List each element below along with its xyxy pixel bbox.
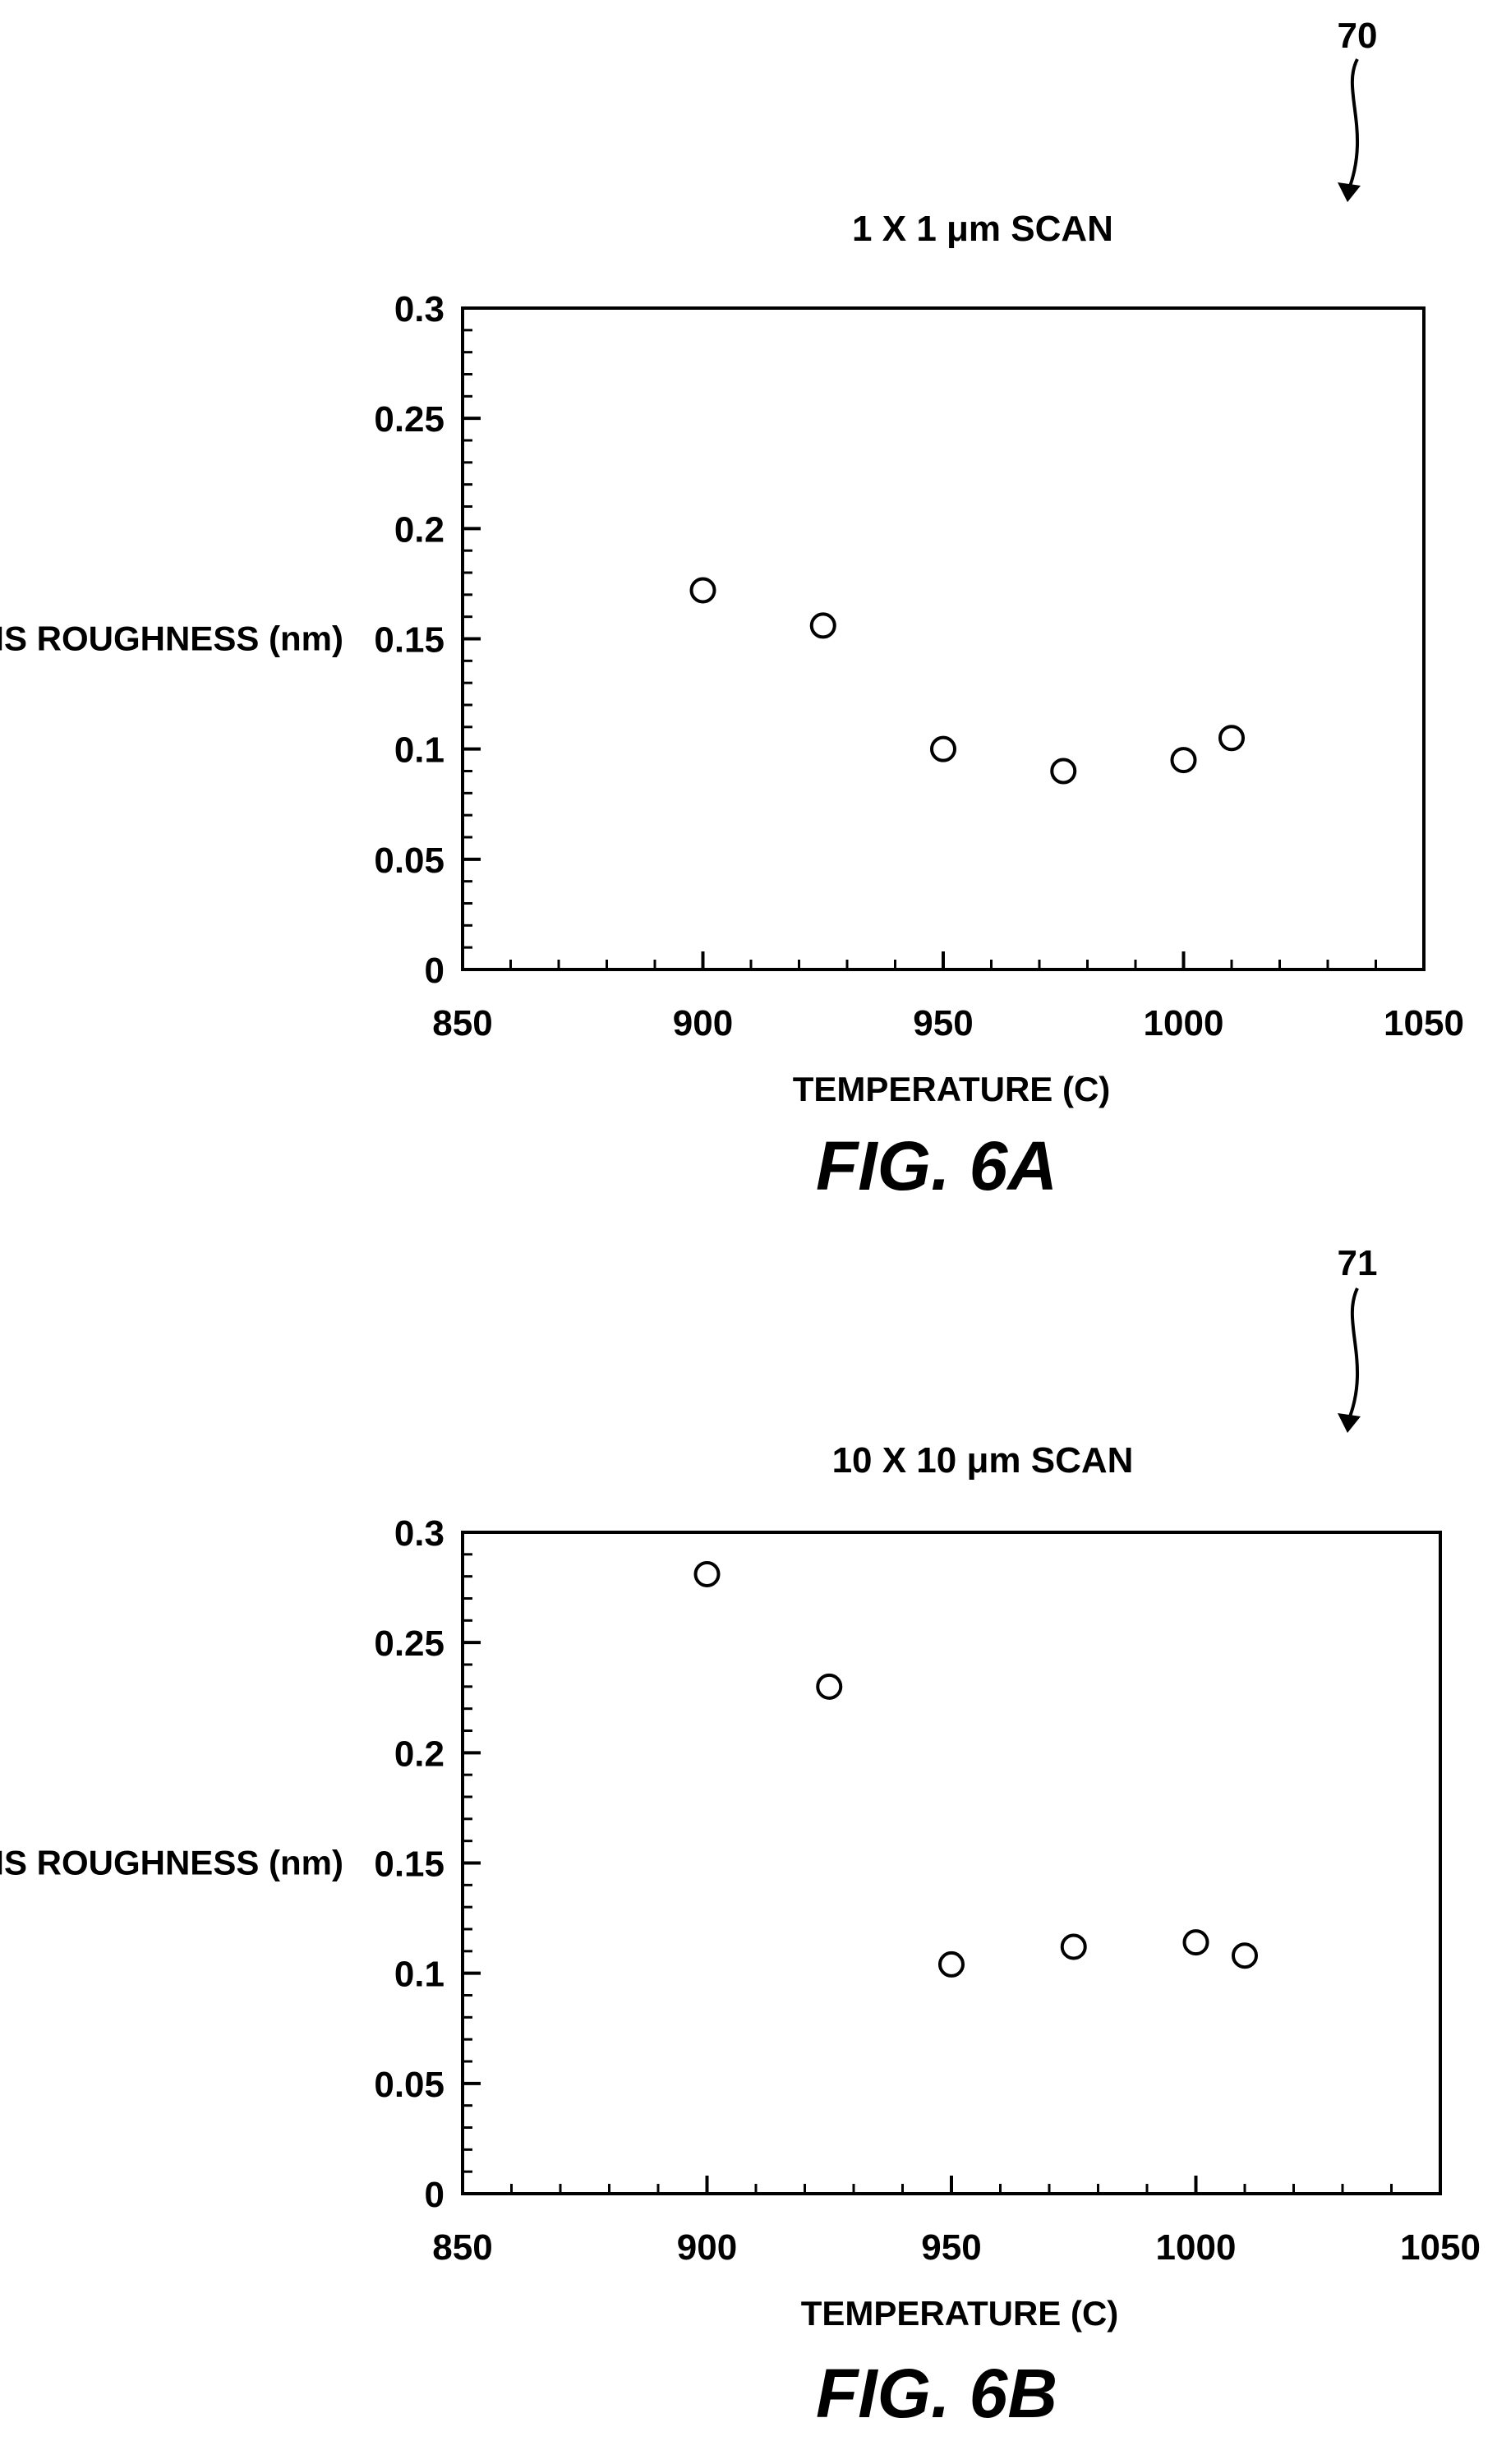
reference-arrow-head [1338, 1413, 1361, 1433]
data-point [1170, 747, 1197, 774]
y-tick-label: 0.15 [374, 1845, 444, 1885]
x-axis: 850 900 950 1000 1050 [432, 2176, 1481, 2268]
chart-title: 1 X 1 μm SCAN [852, 209, 1113, 249]
y-tick-label: 0.2 [394, 509, 444, 550]
x-tick-label: 850 [432, 2227, 492, 2268]
x-axis: 850 900 950 1000 1050 [432, 951, 1464, 1043]
y-tick-label: 0.1 [394, 730, 444, 771]
data-point [1060, 1933, 1087, 1960]
data-point [1050, 758, 1077, 785]
reference-arrow-line [1346, 1287, 1359, 1424]
reference-arrow-head [1338, 182, 1361, 202]
data-point [938, 1950, 965, 1978]
y-tick-label: 0.3 [394, 1513, 444, 1554]
data-point [1232, 1942, 1258, 1969]
data-point [1182, 1929, 1209, 1956]
data-point [930, 735, 956, 762]
y-tick-label: 0 [425, 2175, 444, 2215]
chart-2: 71 10 X 10 μm SCAN 0 0.05 0.1 0.15 0.2 0.25 0.… [0, 1243, 1481, 2432]
x-tick-label: 1000 [1144, 1003, 1224, 1043]
y-tick-label: 0.05 [374, 841, 444, 881]
y-axis: 0 0.05 0.1 0.15 0.2 0.25 0.3 [374, 1513, 481, 2215]
y-axis-title: RMS ROUGHNESS (nm) [0, 619, 343, 658]
x-tick-label: 950 [913, 1003, 973, 1043]
chart-1: 70 1 X 1 μm SCAN 00.050.10.150.20.250.3 … [0, 16, 1464, 1204]
chart-title: 10 X 10 μm SCAN [832, 1440, 1134, 1481]
y-tick-label: 0.25 [374, 399, 444, 440]
y-tick-label: 0.1 [394, 1955, 444, 1995]
reference-arrow-line [1346, 58, 1359, 194]
x-axis-title: TEMPERATURE (C) [801, 2294, 1119, 2333]
plot-area [461, 1531, 1442, 2195]
x-tick-label: 1050 [1400, 2227, 1481, 2268]
data-point [1218, 725, 1245, 752]
figure-caption: FIG. 6B [816, 2355, 1057, 2432]
x-tick-label: 850 [432, 1003, 492, 1043]
data-point [816, 1673, 843, 1700]
y-tick-label: 0 [425, 951, 444, 991]
data-point [809, 612, 836, 639]
y-tick-label: 0.2 [394, 1734, 444, 1774]
x-axis-title: TEMPERATURE (C) [793, 1070, 1111, 1108]
y-tick-label: 0.25 [374, 1623, 444, 1664]
x-tick-label: 1000 [1156, 2227, 1237, 2268]
x-tick-label: 950 [921, 2227, 981, 2268]
data-points [689, 577, 1245, 785]
reference-number: 71 [1338, 1243, 1378, 1283]
data-point [693, 1560, 721, 1587]
y-axis: 0 0.05 0.1 0.15 0.2 0.25 0.3 [374, 289, 481, 991]
x-tick-label: 1050 [1384, 1003, 1464, 1043]
y-tick-label: 0.3 [394, 289, 444, 329]
figure-caption: FIG. 6A [816, 1127, 1057, 1204]
x-tick-label: 900 [677, 2227, 737, 2268]
reference-number: 70 [1338, 16, 1378, 56]
data-points [693, 1560, 1258, 1978]
y-axis-title: RMS ROUGHNESS (nm) [0, 1844, 343, 1882]
y-tick-label: 0.15 [374, 620, 444, 661]
y-tick-label: 0.05 [374, 2065, 444, 2105]
plot-area [461, 306, 1426, 971]
x-tick-label: 900 [673, 1003, 733, 1043]
data-point [689, 577, 716, 604]
